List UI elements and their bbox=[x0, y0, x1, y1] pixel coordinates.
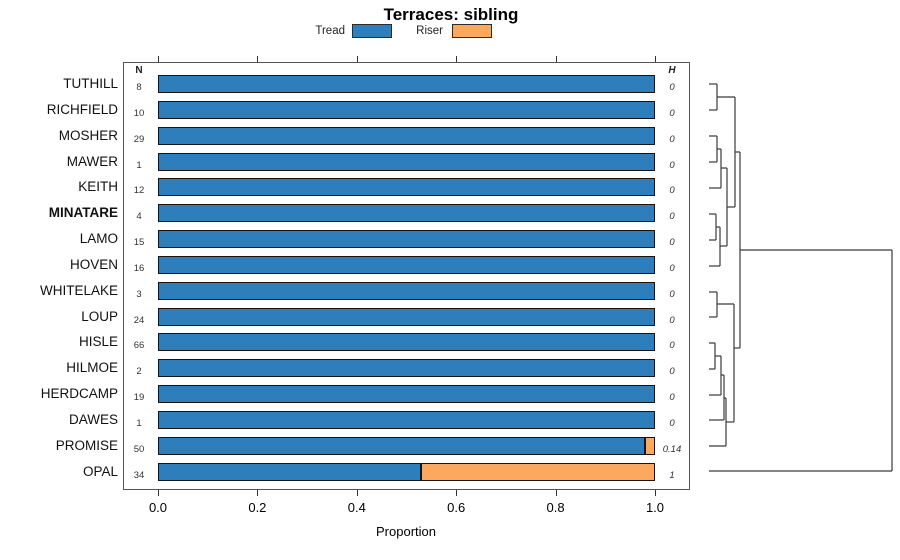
tread-bar-segment bbox=[158, 178, 655, 197]
h-value: 0 bbox=[669, 159, 675, 171]
tread-bar-segment bbox=[158, 359, 655, 378]
h-value: 0.14 bbox=[662, 443, 682, 455]
h-value: 0 bbox=[669, 417, 675, 429]
tread-bar-segment bbox=[158, 307, 655, 326]
row-label: HILMOE bbox=[66, 360, 118, 376]
n-value: 16 bbox=[133, 262, 145, 274]
x-tick-label: 0.2 bbox=[248, 500, 267, 515]
plot-frame bbox=[123, 62, 690, 490]
h-value: 0 bbox=[669, 237, 675, 249]
x-tick-label: 1.0 bbox=[645, 500, 665, 515]
n-value: 1 bbox=[136, 159, 142, 171]
x-tick-top bbox=[456, 56, 458, 62]
n-value: 34 bbox=[133, 469, 145, 481]
x-tick-top bbox=[158, 56, 159, 62]
h-value: 0 bbox=[669, 133, 675, 145]
tread-bar-segment bbox=[158, 410, 655, 429]
n-value: 3 bbox=[136, 288, 142, 300]
riser-bar-segment bbox=[645, 436, 655, 455]
x-axis-title: Proportion bbox=[376, 524, 436, 539]
x-tick bbox=[158, 490, 159, 496]
row-label: MINATARE bbox=[48, 205, 118, 221]
h-value: 0 bbox=[669, 392, 675, 404]
n-value: 19 bbox=[133, 392, 145, 404]
h-column-header: H bbox=[668, 65, 676, 76]
tread-bar-segment bbox=[158, 126, 655, 145]
row-label: HOVEN bbox=[69, 256, 118, 272]
x-tick-label: 0.8 bbox=[546, 500, 565, 515]
tread-bar-segment bbox=[158, 436, 646, 455]
h-value: 0 bbox=[669, 262, 675, 274]
n-value: 15 bbox=[133, 237, 145, 249]
x-tick-label: 0.4 bbox=[347, 500, 366, 515]
tread-bar-segment bbox=[158, 100, 655, 119]
legend-swatch-riser bbox=[452, 24, 492, 38]
row-label: DAWES bbox=[68, 411, 118, 427]
h-value: 0 bbox=[669, 211, 675, 223]
n-value: 50 bbox=[133, 443, 145, 455]
x-tick-label: 0.0 bbox=[148, 500, 168, 515]
row-label: TUTHILL bbox=[63, 76, 118, 92]
x-tick-top bbox=[555, 56, 557, 62]
n-value: 24 bbox=[133, 314, 145, 326]
h-value: 0 bbox=[669, 366, 675, 378]
tread-bar-segment bbox=[158, 462, 422, 481]
row-label: LOUP bbox=[81, 308, 118, 324]
row-label: HERDCAMP bbox=[40, 386, 118, 402]
chart-title: Terraces: sibling bbox=[383, 5, 519, 24]
x-tick-top bbox=[257, 56, 259, 62]
n-value: 66 bbox=[133, 340, 145, 352]
tread-bar-segment bbox=[158, 281, 655, 300]
row-label: PROMISE bbox=[55, 437, 118, 453]
legend-swatch-tread bbox=[352, 24, 392, 38]
x-tick-top bbox=[356, 56, 358, 62]
row-label: WHITELAKE bbox=[39, 282, 118, 298]
row-label: MAWER bbox=[66, 153, 118, 169]
x-tick-top bbox=[655, 56, 656, 62]
tread-bar-segment bbox=[158, 385, 655, 404]
h-value: 0 bbox=[669, 314, 675, 326]
n-column-header: N bbox=[135, 65, 143, 76]
x-tick bbox=[257, 490, 259, 496]
row-label: MOSHER bbox=[58, 127, 118, 143]
h-value: 0 bbox=[669, 82, 675, 94]
tread-bar-segment bbox=[158, 255, 655, 274]
x-tick bbox=[555, 490, 557, 496]
n-value: 29 bbox=[133, 133, 145, 145]
h-value: 0 bbox=[669, 185, 675, 197]
n-value: 1 bbox=[136, 417, 142, 429]
legend-label-riser: Riser bbox=[416, 25, 443, 37]
h-value: 1 bbox=[669, 469, 675, 481]
h-value: 0 bbox=[669, 340, 675, 352]
h-value: 0 bbox=[669, 107, 675, 119]
tread-bar-segment bbox=[158, 75, 655, 94]
row-label: LAMO bbox=[79, 231, 118, 247]
x-tick bbox=[356, 490, 358, 496]
n-value: 8 bbox=[136, 82, 142, 94]
tread-bar-segment bbox=[158, 333, 655, 352]
x-tick bbox=[456, 490, 458, 496]
row-label: RICHFIELD bbox=[46, 101, 118, 117]
row-label: KEITH bbox=[78, 179, 118, 195]
n-value: 4 bbox=[136, 211, 142, 223]
row-label: HISLE bbox=[78, 334, 118, 350]
tread-bar-segment bbox=[158, 230, 655, 249]
n-value: 10 bbox=[133, 107, 145, 119]
h-value: 0 bbox=[669, 288, 675, 300]
n-value: 2 bbox=[136, 366, 142, 378]
x-tick bbox=[655, 490, 656, 496]
row-label: OPAL bbox=[82, 463, 118, 479]
tread-bar-segment bbox=[158, 204, 655, 223]
x-tick-label: 0.6 bbox=[447, 500, 466, 515]
n-value: 12 bbox=[133, 185, 145, 197]
tread-bar-segment bbox=[158, 152, 655, 171]
riser-bar-segment bbox=[421, 462, 655, 481]
legend-label-tread: Tread bbox=[315, 25, 345, 37]
